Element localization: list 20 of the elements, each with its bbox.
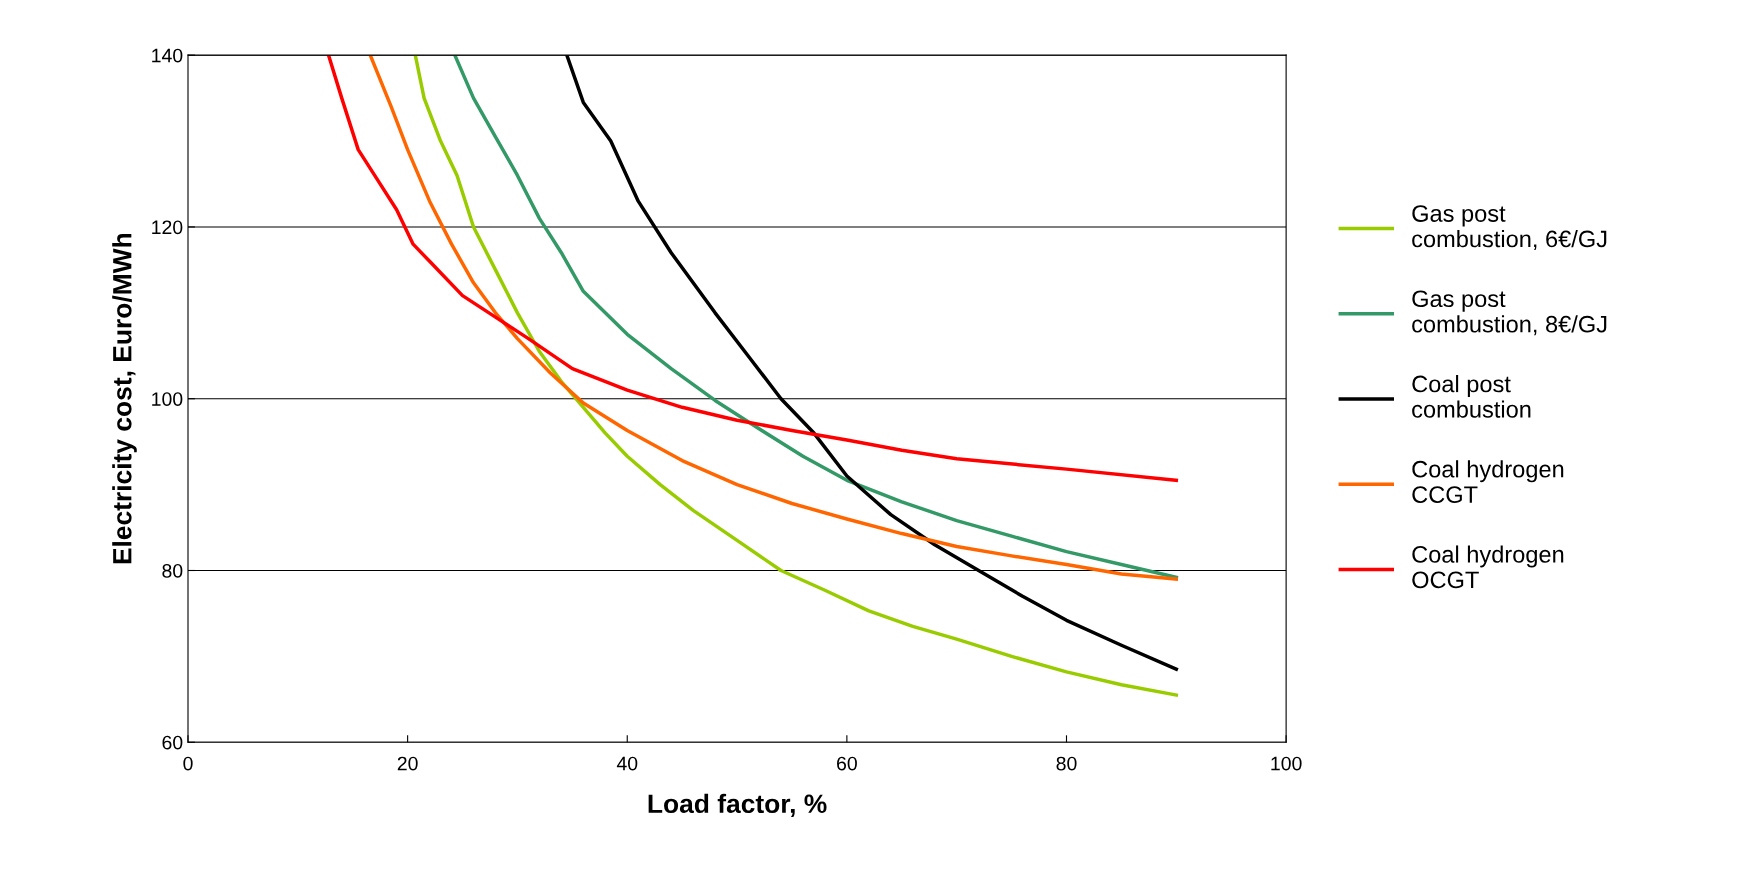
x-tick-label: 20 [397,756,418,771]
y-tick-label: 80 [162,563,183,578]
x-tick-label: 100 [1271,756,1302,771]
legend-label: Coal post combustion [1412,375,1531,418]
x-tick-label: 0 [183,756,193,771]
x-tick-label: 60 [837,756,857,771]
line-series [326,55,1179,483]
x-tick-label: 80 [1056,756,1077,771]
line-series [413,55,1179,697]
y-axis-title: Electricity cost, Euro/MWh [112,233,137,564]
legend-label: Gas post combustion, 6€/GJ [1412,205,1607,251]
legend-label: Gas post combustion, 8€/GJ [1412,290,1607,336]
x-axis-title: Load factor, % [648,793,827,817]
x-tick-label: 40 [616,756,638,771]
y-tick-label: 140 [152,48,183,63]
legend-label: Coal hydrogen OCGT [1412,545,1564,589]
legend-label: Coal hydrogen CCGT [1412,460,1564,503]
y-tick-label: 100 [152,392,183,406]
y-tick-label: 60 [162,735,183,750]
y-tick-label: 120 [152,220,183,235]
